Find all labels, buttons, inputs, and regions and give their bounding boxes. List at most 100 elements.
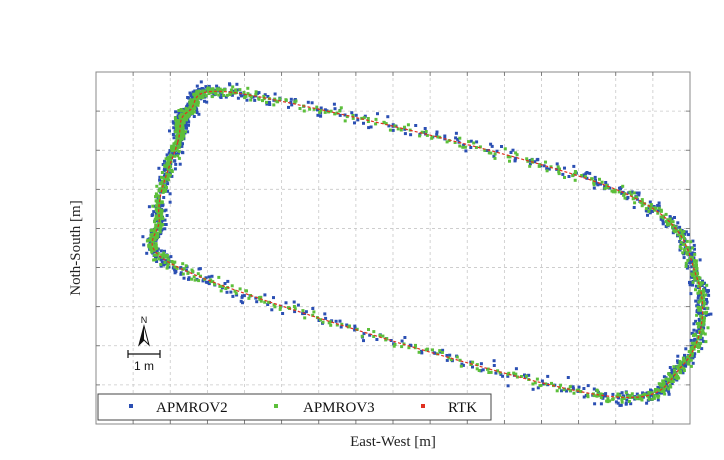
point-apmrov3 [192,92,196,96]
point-apmrov2 [698,258,702,262]
point-apmrov2 [200,87,204,90]
point-apmrov3 [667,387,671,391]
point-apmrov3 [463,145,467,149]
point-apmrov3 [181,137,185,141]
point-apmrov3 [461,145,465,149]
point-apmrov3 [154,236,158,240]
point-apmrov3 [696,291,700,295]
point-apmrov3 [679,236,682,240]
point-apmrov3 [611,397,615,401]
point-apmrov3 [704,340,708,344]
point-apmrov2 [362,339,365,343]
point-apmrov3 [475,363,479,367]
point-apmrov2 [163,172,167,176]
x-axis-label: East-West [m] [350,434,436,450]
point-apmrov3 [180,119,184,123]
point-apmrov3 [166,160,170,164]
point-apmrov2 [164,259,168,263]
point-apmrov3 [151,204,155,208]
point-apmrov2 [423,127,427,130]
point-apmrov3 [152,258,156,262]
point-apmrov2 [697,317,701,321]
point-apmrov3 [177,126,181,130]
point-apmrov3 [702,296,706,300]
point-apmrov3 [329,109,333,113]
point-apmrov3 [160,253,164,257]
point-apmrov3 [703,332,707,336]
point-apmrov2 [163,227,167,231]
point-apmrov2 [338,319,342,323]
point-apmrov2 [706,290,710,294]
point-apmrov3 [515,375,519,379]
point-apmrov2 [593,402,597,406]
point-apmrov3 [406,123,410,127]
point-apmrov2 [158,178,162,182]
point-apmrov3 [682,237,686,240]
point-apmrov2 [492,364,496,367]
point-apmrov2 [441,348,445,352]
point-apmrov3 [653,208,657,212]
point-apmrov3 [217,275,221,279]
point-apmrov2 [646,213,649,217]
point-apmrov2 [533,160,537,164]
point-apmrov2 [408,343,412,347]
point-apmrov3 [178,141,182,145]
point-apmrov2 [604,392,608,396]
point-apmrov3 [174,122,178,126]
point-apmrov3 [681,251,685,255]
point-apmrov3 [661,384,665,388]
point-apmrov3 [170,145,174,149]
point-apmrov3 [654,206,658,210]
point-apmrov2 [391,123,395,127]
point-apmrov2 [296,303,300,307]
point-apmrov3 [211,87,215,91]
point-apmrov2 [420,351,424,355]
point-apmrov3 [186,107,190,111]
point-apmrov3 [469,363,473,366]
point-apmrov3 [311,313,315,317]
point-apmrov2 [702,326,706,330]
point-apmrov3 [154,207,158,211]
point-apmrov3 [175,138,179,142]
point-apmrov2 [194,107,198,111]
point-apmrov3 [156,201,160,205]
point-apmrov3 [153,230,157,234]
point-apmrov2 [572,164,576,168]
point-apmrov3 [557,170,561,174]
point-apmrov2 [160,260,164,264]
point-apmrov2 [494,371,498,375]
point-apmrov2 [241,294,244,298]
point-apmrov3 [315,105,319,109]
point-apmrov3 [207,92,211,95]
point-apmrov2 [656,398,660,402]
point-apmrov2 [375,338,379,341]
point-apmrov3 [549,165,553,169]
point-apmrov3 [623,196,627,200]
point-apmrov3 [592,394,596,398]
point-apmrov2 [270,308,274,312]
svg-text:1 m: 1 m [134,359,154,373]
point-apmrov2 [464,149,468,153]
point-apmrov3 [694,259,698,263]
point-apmrov3 [161,187,165,191]
point-apmrov2 [514,367,518,371]
point-apmrov3 [191,270,195,274]
point-apmrov2 [205,100,209,104]
point-apmrov3 [679,247,683,251]
point-apmrov3 [545,169,549,173]
point-apmrov3 [694,262,698,266]
point-apmrov3 [155,184,159,188]
point-apmrov2 [254,296,258,300]
point-apmrov2 [168,171,172,175]
point-apmrov2 [207,275,211,279]
point-apmrov3 [697,308,701,312]
point-apmrov3 [393,343,397,346]
point-apmrov3 [690,272,694,276]
point-apmrov3 [605,399,609,403]
point-apmrov3 [176,144,180,148]
point-apmrov3 [616,392,620,396]
point-apmrov2 [688,283,692,287]
point-apmrov3 [182,134,186,138]
point-apmrov3 [686,358,690,362]
point-apmrov2 [281,312,285,315]
